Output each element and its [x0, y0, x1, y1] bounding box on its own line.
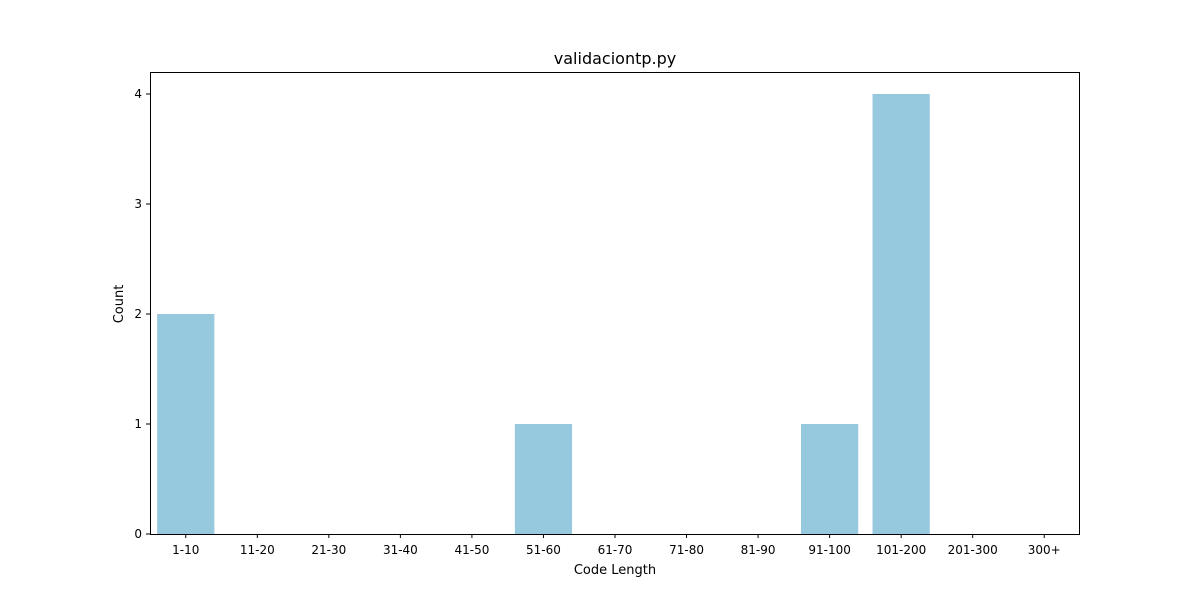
x-tick-label: 101-200 — [876, 543, 926, 557]
bar-51-60 — [514, 424, 573, 534]
x-tick-label: 201-300 — [948, 543, 998, 557]
bar-1-10 — [157, 314, 215, 534]
y-tick-label: 1 — [134, 417, 142, 431]
y-tick-label: 3 — [134, 197, 142, 211]
x-tick-label: 61-70 — [598, 543, 633, 557]
bars-group — [157, 94, 930, 534]
x-tick-label: 300+ — [1028, 543, 1061, 557]
x-tick-label: 1-10 — [172, 543, 199, 557]
x-tick-label: 21-30 — [311, 543, 346, 557]
y-axis-label: Count — [112, 285, 127, 324]
y-tick-label: 0 — [134, 527, 142, 541]
plot-frame — [150, 72, 1080, 535]
x-axis-label: Code Length — [574, 563, 656, 578]
x-tick-label: 91-100 — [808, 543, 851, 557]
x-tick-label: 31-40 — [383, 543, 418, 557]
x-tick-label: 81-90 — [741, 543, 776, 557]
x-tick-label: 71-80 — [669, 543, 704, 557]
y-axis: 0 1 2 3 4 — [134, 87, 150, 541]
x-tick-label: 41-50 — [454, 543, 489, 557]
chart-title: validaciontp.py — [554, 49, 676, 68]
bar-91-100 — [801, 424, 859, 534]
y-tick-label: 2 — [134, 307, 142, 321]
x-axis: 1-10 11-20 21-30 31-40 41-50 51-60 61-70 71-80 8… — [172, 534, 1061, 557]
x-tick-label: 11-20 — [240, 543, 275, 557]
bar-101-200 — [872, 94, 930, 534]
y-tick-label: 4 — [134, 87, 142, 101]
x-tick-label: 51-60 — [526, 543, 561, 557]
